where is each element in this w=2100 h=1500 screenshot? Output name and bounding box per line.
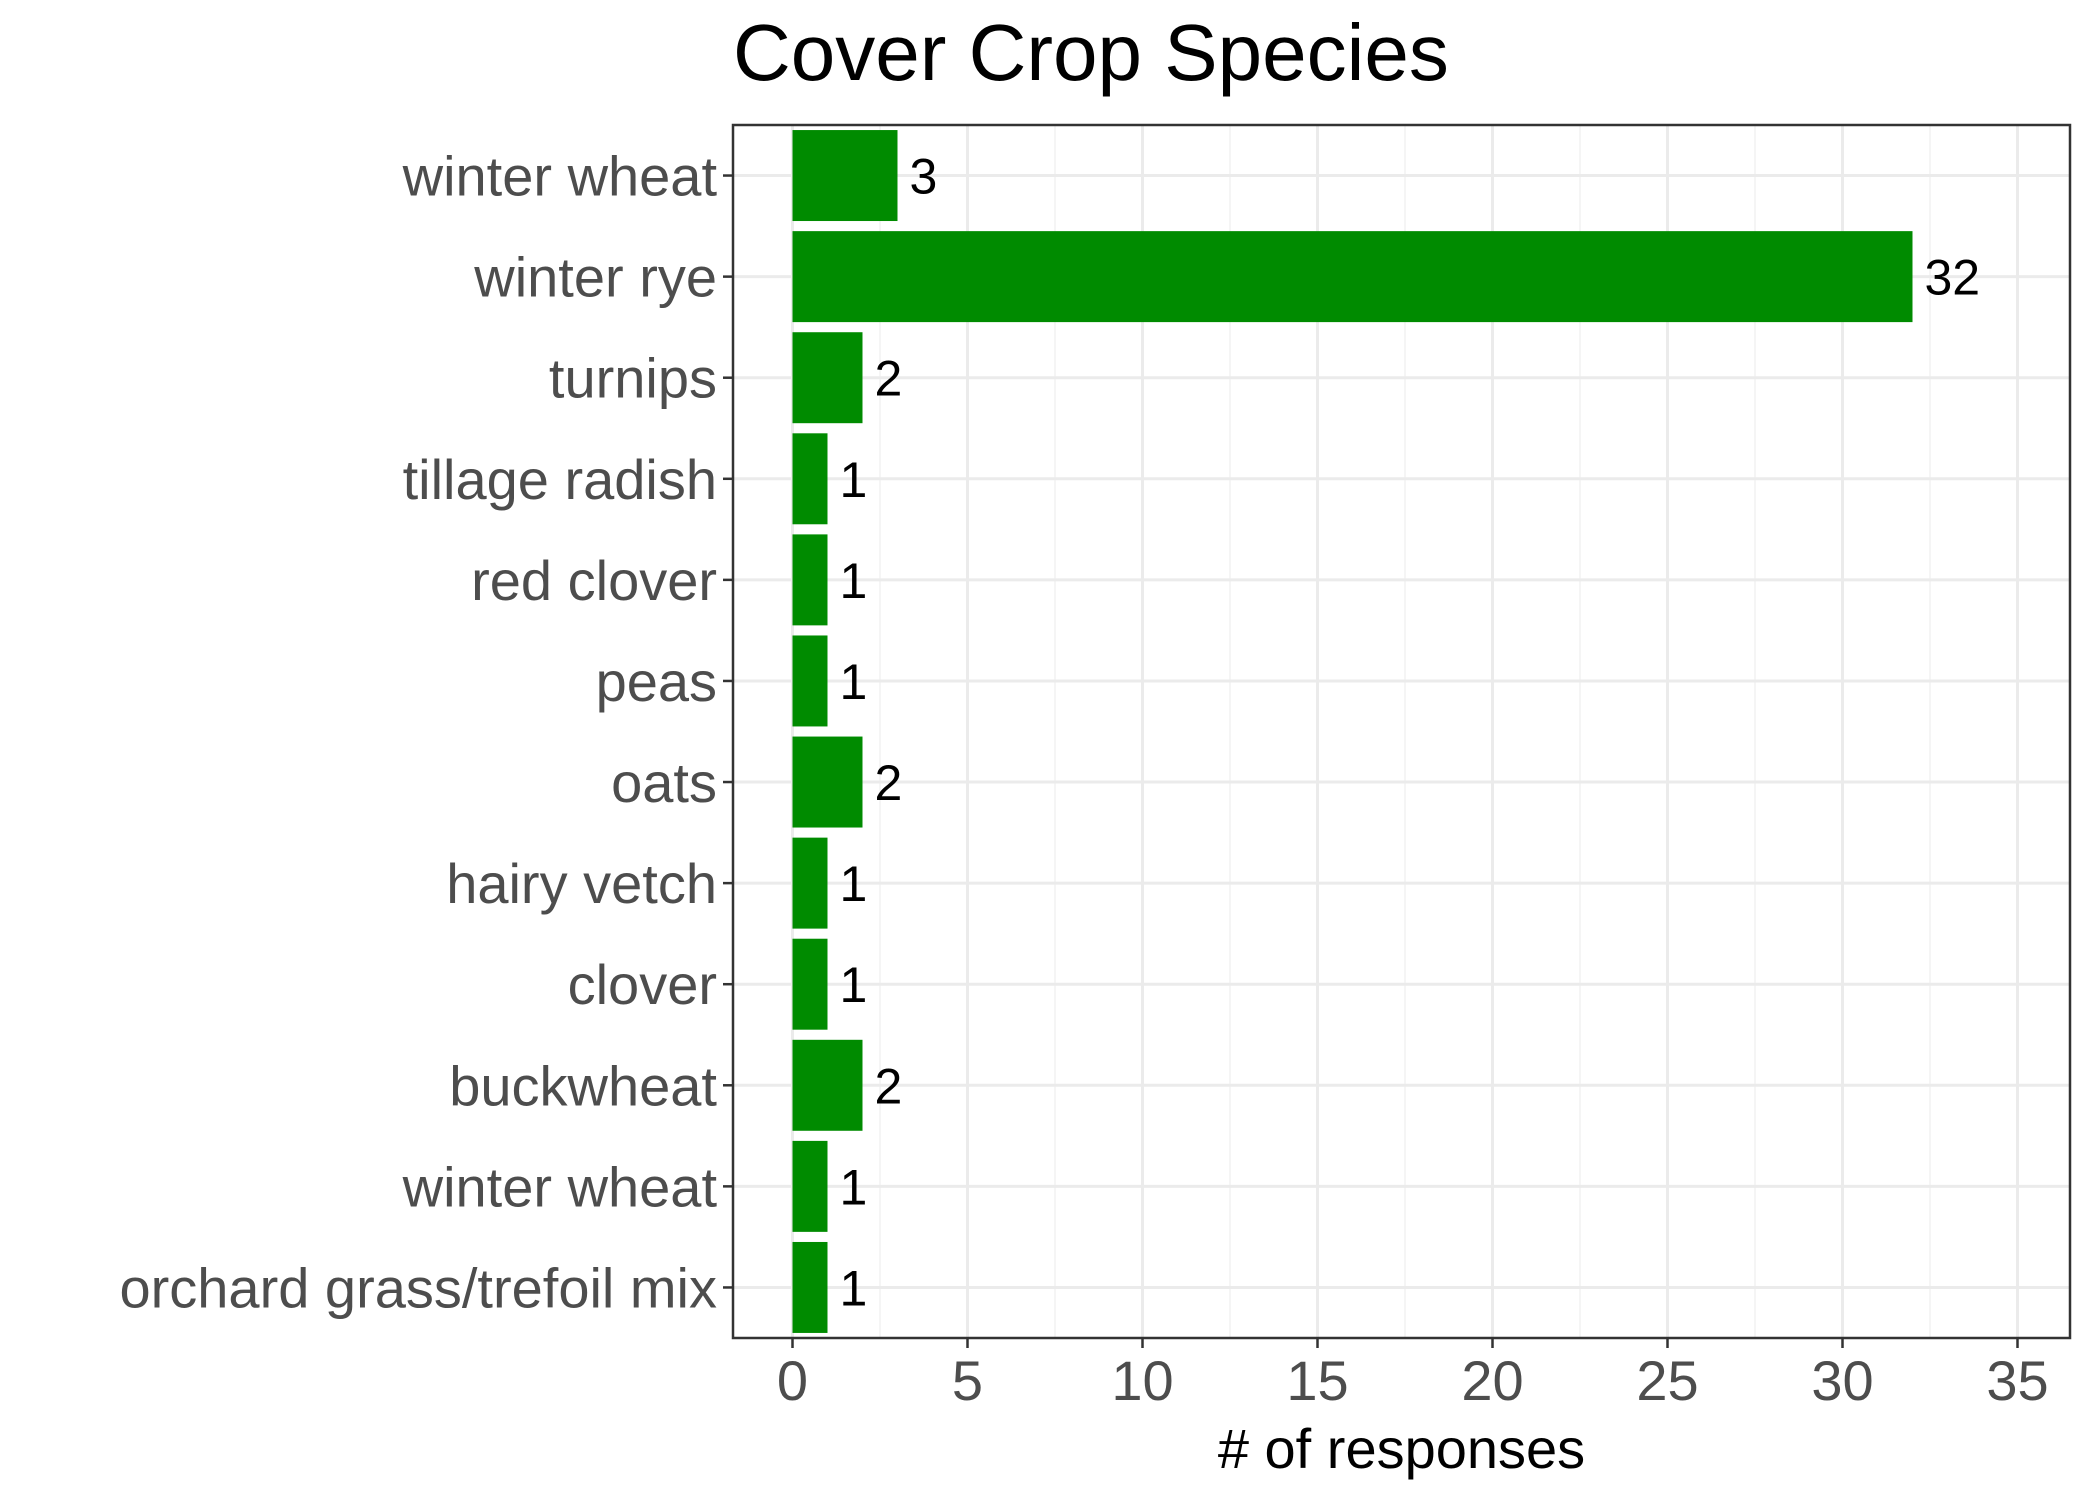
bar-value-label: 2 (875, 351, 903, 407)
bar-value-label: 3 (910, 149, 938, 205)
bar-value-label: 1 (840, 856, 868, 912)
bar (792, 938, 828, 1030)
x-tick-label: 35 (1986, 1349, 2048, 1412)
x-tick-label: 10 (1111, 1349, 1173, 1412)
bar-layer (792, 130, 1913, 1333)
bar (792, 736, 863, 828)
bar (792, 534, 828, 626)
bar (792, 130, 898, 222)
x-tick-label: 15 (1286, 1349, 1348, 1412)
chart-title: Cover Crop Species (733, 8, 1449, 97)
x-tick-label: 25 (1636, 1349, 1698, 1412)
grid-layer (733, 125, 2070, 1338)
axis-layer: winter wheat winter rye turnips tillage rad… (119, 145, 2048, 1412)
y-tick-label: peas (596, 650, 717, 713)
bar (792, 1039, 863, 1131)
panel-border (731, 123, 2072, 1340)
bar (792, 1241, 828, 1333)
y-tick-label: winter rye (473, 246, 717, 309)
x-tick-label: 20 (1461, 1349, 1523, 1412)
bar-value-label: 32 (1925, 250, 1981, 306)
bar-value-label: 1 (840, 654, 868, 710)
bar-value-label: 1 (840, 957, 868, 1013)
y-tick-label: clover (568, 953, 717, 1016)
y-tick-label: winter wheat (402, 145, 718, 208)
y-tick-label: winter wheat (402, 1155, 718, 1218)
y-tick-label: oats (611, 751, 717, 814)
bar-value-label: 2 (875, 1058, 903, 1114)
y-tick-label: orchard grass/trefoil mix (119, 1256, 717, 1319)
bar (792, 433, 828, 525)
x-tick-label: 30 (1811, 1349, 1873, 1412)
y-tick-label: tillage radish (403, 448, 717, 511)
bar (792, 332, 863, 424)
x-tick-label: 0 (777, 1349, 808, 1412)
bar-value-label: 1 (840, 452, 868, 508)
y-tick-label: hairy vetch (446, 852, 717, 915)
x-axis-title: # of responses (1218, 1417, 1585, 1480)
bar (792, 837, 828, 929)
bar-value-label: 2 (875, 755, 903, 811)
bar (792, 1140, 828, 1232)
bar-value-label: 1 (840, 1159, 868, 1215)
y-tick-label: buckwheat (449, 1054, 717, 1117)
y-tick-label: red clover (471, 549, 717, 612)
bar (792, 231, 1913, 323)
bar-value-label: 1 (840, 1260, 868, 1316)
x-tick-label: 5 (952, 1349, 983, 1412)
y-tick-label: turnips (549, 347, 717, 410)
bar (792, 635, 828, 727)
bar-value-label: 1 (840, 553, 868, 609)
